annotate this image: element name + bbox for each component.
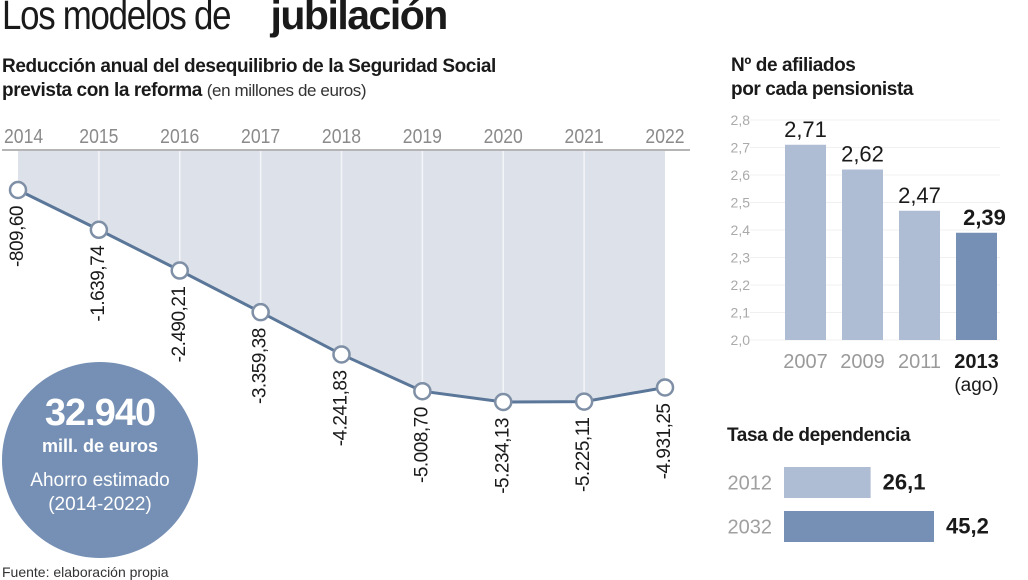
year-tick-label: 2020 bbox=[484, 125, 523, 147]
year-tick-label: 2021 bbox=[565, 125, 604, 147]
line-subtitle-note: (en millones de euros) bbox=[206, 81, 367, 100]
dependency-chart: 2012 26,1 2032 45,2 bbox=[728, 467, 989, 542]
hbar-value-label: 45,2 bbox=[946, 514, 989, 539]
data-label: -5.234,13 bbox=[492, 418, 513, 494]
y-tick-label: 2,4 bbox=[731, 222, 751, 238]
hbar bbox=[784, 511, 934, 542]
year-tick-label: 2022 bbox=[645, 125, 684, 147]
y-tick-label: 2,3 bbox=[731, 250, 751, 266]
data-point bbox=[574, 392, 594, 411]
data-point bbox=[170, 261, 189, 280]
bar bbox=[956, 232, 997, 340]
data-point bbox=[251, 302, 270, 322]
bar-category-label: 2009 bbox=[840, 351, 885, 373]
source-note: Fuente: elaboración propia bbox=[2, 564, 169, 580]
line-subtitle-1: Reducción anual del desequilibrio de la … bbox=[2, 56, 496, 77]
hbar-value-label: 26,1 bbox=[883, 470, 926, 495]
data-label: -5.225,11 bbox=[573, 418, 594, 492]
y-tick-label: 2,2 bbox=[731, 277, 751, 293]
y-tick-label: 2,7 bbox=[731, 140, 751, 156]
bar-category-label: 2013 bbox=[954, 351, 999, 373]
data-point bbox=[413, 381, 432, 401]
summary-label: Ahorro estimado bbox=[30, 470, 170, 491]
data-point bbox=[89, 220, 109, 240]
bars-title-1: Nº de afiliados bbox=[731, 55, 856, 76]
y-tick-label: 2,0 bbox=[731, 332, 751, 348]
data-label: -1.639,74 bbox=[88, 245, 109, 322]
bar-value-label: 2,62 bbox=[841, 142, 884, 167]
year-tick-label: 2015 bbox=[79, 125, 118, 147]
data-label: -809,60 bbox=[7, 206, 28, 267]
data-label: -3.359,38 bbox=[250, 328, 271, 404]
bars-title-2: por cada pensionista bbox=[731, 79, 914, 100]
line-chart: 2014 2015 2016 2017 2018 2019 2020 2021 2022 -80… bbox=[2, 125, 690, 494]
year-tick-label: 2014 bbox=[4, 125, 43, 147]
summary-value: 32.940 bbox=[44, 392, 156, 434]
year-tick-label: 2018 bbox=[322, 125, 361, 147]
data-point bbox=[494, 392, 513, 412]
line-subtitle-2: prevista con la reforma (en millones de … bbox=[2, 80, 367, 102]
dependency-title: Tasa de dependencia bbox=[727, 425, 911, 446]
summary-circle: 32.940 mill. de euros Ahorro estimado (2… bbox=[2, 362, 198, 558]
y-tick-label: 2,5 bbox=[731, 195, 751, 211]
year-tick-label: 2017 bbox=[241, 125, 280, 147]
data-label: -4.241,83 bbox=[331, 370, 352, 446]
data-point bbox=[655, 378, 675, 397]
summary-period: (2014-2022) bbox=[48, 494, 152, 515]
hbar-category-label: 2032 bbox=[728, 517, 773, 539]
y-tick-label: 2,8 bbox=[731, 112, 751, 128]
data-label: -5.008,70 bbox=[411, 407, 432, 483]
bar-value-label: 2,47 bbox=[898, 183, 941, 208]
data-label: -2.490,21 bbox=[169, 287, 190, 363]
bar-category-note: (ago) bbox=[954, 375, 998, 396]
bar bbox=[785, 144, 826, 340]
summary-unit: mill. de euros bbox=[41, 436, 159, 456]
bar-category-label: 2007 bbox=[783, 351, 828, 373]
year-tick-label: 2019 bbox=[403, 125, 442, 147]
line-subtitle-main: prevista con la reforma bbox=[2, 80, 202, 101]
y-tick-label: 2,6 bbox=[731, 167, 751, 183]
bar bbox=[842, 169, 883, 340]
bar-category-label: 2011 bbox=[898, 351, 941, 373]
main-title-bold: jubilación bbox=[270, 0, 448, 38]
year-tick-label: 2016 bbox=[160, 125, 199, 147]
data-label: -4.931,25 bbox=[654, 403, 675, 479]
main-title-light: Los modelos de bbox=[2, 0, 231, 38]
data-point bbox=[332, 345, 351, 364]
hbar-category-label: 2012 bbox=[728, 473, 773, 495]
bar-chart: 2,0 2,1 2,2 2,3 2,4 2,5 2,6 2,7 2,8 2,71 2,62 2,47… bbox=[731, 112, 1006, 396]
bar bbox=[899, 210, 940, 340]
bar-value-label: 2,71 bbox=[784, 117, 827, 142]
main-title: Los modelos de jubilación bbox=[2, 0, 448, 39]
data-point bbox=[8, 180, 28, 200]
y-tick-label: 2,1 bbox=[731, 305, 751, 321]
hbar bbox=[784, 467, 871, 498]
bar-value-label: 2,39 bbox=[963, 205, 1006, 230]
